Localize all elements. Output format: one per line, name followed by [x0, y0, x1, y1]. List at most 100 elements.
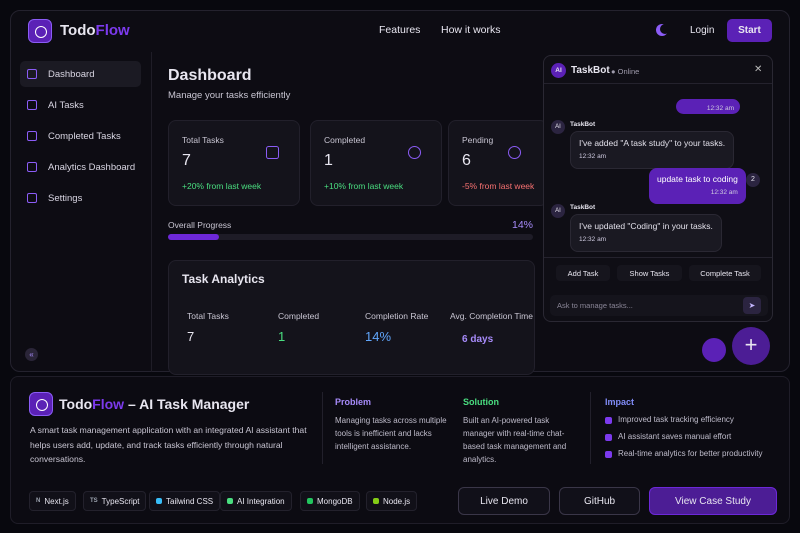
chat-input[interactable]	[550, 295, 768, 316]
metric-label: Avg. Completion Time	[450, 311, 533, 321]
stat-card	[310, 120, 442, 206]
logo-b: Flow	[95, 22, 130, 39]
bot-avatar: AI	[551, 204, 565, 218]
add-fab[interactable]: +	[732, 327, 770, 365]
chat-placeholder: Ask to manage tasks...	[557, 301, 633, 310]
stat-change: +10% from last week	[324, 181, 404, 191]
impact-item: AI assistant saves manual effort	[618, 432, 732, 441]
send-button[interactable]: ➤	[743, 297, 761, 314]
metric-value: 6 days	[462, 334, 494, 345]
analytics-title: Task Analytics	[182, 272, 265, 286]
stat-value: 7	[182, 152, 191, 169]
message-time: 12:32 am	[579, 236, 607, 243]
metric-label: Total Tasks	[187, 311, 229, 321]
impact-heading: Impact	[605, 397, 635, 407]
sidebar-item[interactable]: AI Tasks	[48, 100, 84, 111]
stat-label: Total Tasks	[182, 135, 224, 145]
tech-icon	[156, 498, 162, 504]
chat-action[interactable]: Add Task	[556, 265, 610, 281]
metric-label: Completion Rate	[365, 311, 429, 321]
tech-badge: AI Integration	[220, 491, 292, 511]
tech-icon: TS	[90, 498, 98, 504]
problem-text: Managing tasks across multiple tools is …	[335, 416, 447, 451]
nav-link[interactable]: How it works	[441, 24, 501, 36]
check-icon	[605, 434, 612, 441]
message-text: update task to coding	[657, 174, 738, 184]
bot-avatar: AI	[551, 120, 565, 134]
login-link[interactable]: Login	[690, 25, 715, 36]
button-label: Live Demo	[480, 495, 528, 507]
user-badge: 2	[746, 173, 760, 187]
sidebar-icon	[27, 69, 37, 79]
stat-card	[168, 120, 300, 206]
sidebar-icon	[27, 162, 37, 172]
stat-label: Completed	[324, 135, 366, 145]
sidebar-icon	[27, 100, 37, 110]
sidebar-item[interactable]: Analytics Dashboard	[48, 162, 136, 173]
text: – AI Task Manager	[124, 396, 250, 412]
impact-item: Improved task tracking efficiency	[618, 415, 734, 424]
tech-badge: MongoDB	[300, 491, 360, 511]
message-time: 12:32 am	[579, 153, 607, 160]
logo: TodoFlow	[60, 22, 130, 39]
logo-icon	[28, 19, 52, 43]
start-button[interactable]: Start	[727, 19, 772, 42]
chat-avatar: AI	[551, 63, 566, 78]
tech-name: TypeScript	[101, 496, 140, 506]
project-logo	[29, 392, 53, 416]
dashboard-subtitle: Manage your tasks efficiently	[168, 90, 291, 101]
message-sender: TaskBot	[570, 204, 596, 211]
message-text: I've updated "Coding" in your tasks.	[579, 221, 713, 231]
button-label: View Case Study	[675, 495, 751, 507]
sidebar-icon	[27, 131, 37, 141]
user-message: update task to coding 12:32 am	[649, 168, 746, 204]
sidebar-item[interactable]: Completed Tasks	[48, 131, 121, 142]
tech-name: Tailwind CSS	[166, 496, 214, 506]
button-label: GitHub	[583, 495, 616, 507]
problem-heading: Problem	[335, 397, 372, 407]
tech-badge: TS TypeScript	[83, 491, 147, 511]
progress-fill	[168, 234, 220, 240]
stat-value: 6	[462, 152, 471, 169]
metric-label: Completed	[278, 311, 320, 321]
divider	[590, 392, 591, 464]
stat-icon	[266, 146, 279, 159]
check-icon	[605, 417, 612, 424]
sidebar-item[interactable]: Settings	[48, 193, 83, 204]
project-title: TodoFlow – AI Task Manager	[59, 396, 249, 412]
check-icon	[605, 451, 612, 458]
project-button[interactable]: View Case Study	[649, 487, 777, 515]
divider	[151, 52, 152, 372]
collapse-button[interactable]: «	[25, 348, 38, 361]
project-description: A smart task management application with…	[30, 425, 307, 464]
metric-value: 14%	[365, 329, 392, 344]
chat-close[interactable]: ✕	[754, 64, 763, 75]
solution-heading: Solution	[463, 397, 499, 407]
chat-title: TaskBot	[571, 65, 610, 76]
project-button[interactable]: Live Demo	[458, 487, 550, 515]
nav-link[interactable]: Features	[379, 24, 421, 36]
tech-name: Next.js	[44, 496, 69, 506]
chat-fab[interactable]	[702, 338, 726, 362]
stat-label: Pending	[462, 135, 494, 145]
project-button[interactable]: GitHub	[559, 487, 640, 515]
metric-value: 7	[187, 329, 195, 344]
stat-icon	[508, 146, 521, 159]
chat-action[interactable]: Complete Task	[689, 265, 761, 281]
tech-icon	[307, 498, 313, 504]
stat-change: +20% from last week	[182, 181, 262, 191]
theme-toggle[interactable]	[660, 24, 670, 34]
tech-badge: Node.js	[366, 491, 418, 511]
sidebar-item[interactable]: Dashboard	[48, 69, 95, 80]
sidebar-icon	[27, 193, 37, 203]
tech-name: AI Integration	[237, 496, 285, 506]
message-time: 12:32 am	[710, 189, 738, 196]
tech-icon	[227, 498, 233, 504]
dashboard-title: Dashboard	[168, 67, 252, 84]
tech-icon	[373, 498, 379, 504]
progress-label: Overall Progress	[168, 220, 232, 230]
stat-change: -5% from last week	[462, 181, 535, 191]
user-message: 12:32 am	[676, 99, 740, 114]
chat-action[interactable]: Show Tasks	[617, 265, 682, 281]
tech-icon: N	[36, 498, 41, 504]
